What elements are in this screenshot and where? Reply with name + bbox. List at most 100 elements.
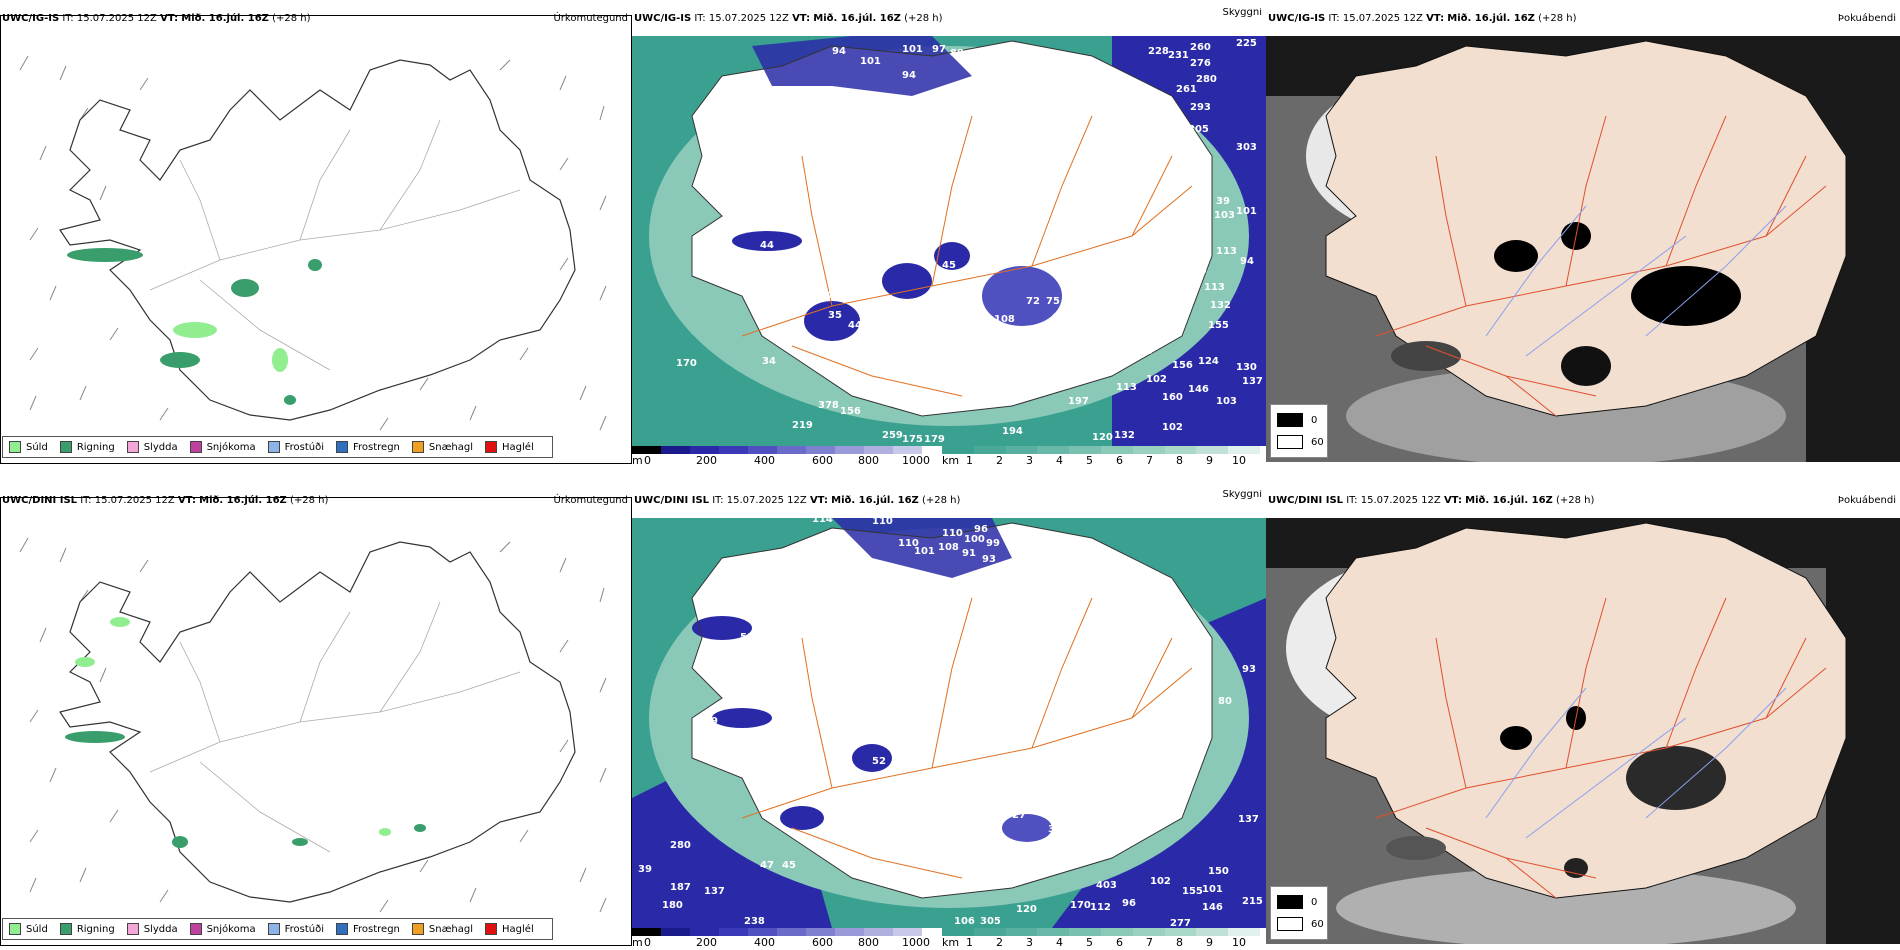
legend-swatch xyxy=(59,441,72,453)
scale-cell xyxy=(1164,928,1197,936)
vis-value: 179 xyxy=(924,434,945,445)
fog-legend-swatch xyxy=(1277,917,1303,931)
vis-value: 219 xyxy=(792,420,813,431)
scale-cell xyxy=(661,446,690,454)
legend-label: Súld xyxy=(26,923,48,935)
scale-cell xyxy=(632,446,661,454)
iceland-outline xyxy=(59,59,576,421)
model-name: UWC/DINI ISL xyxy=(2,495,78,506)
valid-time: Mið. 16.júl. 16Z xyxy=(181,13,269,24)
vis-value: 93 xyxy=(1242,664,1256,675)
lead-time: (+28 h) xyxy=(1556,495,1595,506)
scale-tick: 0 xyxy=(644,936,651,946)
panel-header: UWC/DINI ISL IT: 15.07.2025 12Z VT: Mið.… xyxy=(632,490,1266,512)
legend-item: Snæhagl xyxy=(411,923,473,935)
scale-cell xyxy=(806,928,835,936)
vis-value: 112 xyxy=(1090,902,1111,913)
vis-value: 103 xyxy=(1214,210,1235,221)
legend-swatch xyxy=(126,923,139,935)
scale-tick: 600 xyxy=(812,454,833,464)
panel-title: Úrkomutegund xyxy=(553,13,628,24)
vis-value: 225 xyxy=(1236,38,1257,49)
vis-value: 37 xyxy=(1048,824,1062,835)
scale-unit: m xyxy=(632,454,643,464)
precip-map xyxy=(19,537,607,913)
scale-tick: 800 xyxy=(858,454,879,464)
scale-cell xyxy=(1037,928,1070,936)
scale-cell xyxy=(864,446,893,454)
init-time: 15.07.2025 12Z xyxy=(1360,495,1441,506)
legend-item: Snjókoma xyxy=(189,441,256,453)
scale-cell xyxy=(690,928,719,936)
vis-value: 91 xyxy=(962,548,976,559)
fog-legend-swatch xyxy=(1277,895,1303,909)
vis-value: 110 xyxy=(942,528,963,539)
scale-cell xyxy=(806,446,835,454)
vis-value: 305 xyxy=(980,916,1001,927)
vis-value: 280 xyxy=(670,840,691,851)
lead-time: (+28 h) xyxy=(272,13,311,24)
init-prefix: IT: xyxy=(694,13,706,24)
legend-item: Frostúði xyxy=(267,923,324,935)
legend-swatch xyxy=(9,923,21,935)
fog-legend-swatch xyxy=(1277,413,1303,427)
fog-legend-label: 60 xyxy=(1311,436,1324,448)
model-name: UWC/DINI ISL xyxy=(634,495,710,506)
panel-title: Skyggni xyxy=(1222,490,1262,500)
legend-item: Frostregn xyxy=(336,923,400,935)
vis-value: 113 xyxy=(1216,246,1237,257)
legend-label: Rigning xyxy=(76,923,115,935)
legend-item: Snjókoma xyxy=(189,923,256,935)
panel-title: Skyggni xyxy=(1222,8,1262,18)
valid-time: Mið. 16.júl. 16Z xyxy=(813,13,901,24)
vis-value: 137 xyxy=(704,886,725,897)
scale-cell xyxy=(942,928,974,936)
vis-value: 101 xyxy=(914,546,935,557)
legend-label: Haglél xyxy=(502,923,534,935)
panel-header: UWC/DINI ISL IT: 15.07.2025 12Z VT: Mið.… xyxy=(1266,490,1900,512)
vis-value: 89 xyxy=(950,48,964,59)
visibility-scale-km: km 1 2 3 4 5 6 7 8 9 10 xyxy=(942,446,1266,464)
vis-value: 93 xyxy=(982,554,996,565)
vis-value: 109 xyxy=(1186,266,1207,277)
legend-swatch xyxy=(267,441,280,453)
vis-value: 39 xyxy=(1216,196,1230,207)
scale-tick: 8 xyxy=(1176,454,1183,464)
vis-value: 194 xyxy=(1002,426,1023,437)
scale-cell xyxy=(748,446,777,454)
vis-value: 320 xyxy=(1132,346,1153,357)
scale-unit: km xyxy=(942,936,960,946)
scale-cell xyxy=(864,928,893,936)
valid-prefix: VT: xyxy=(809,495,828,506)
vis-value: 130 xyxy=(1236,362,1257,373)
vis-value: 137 xyxy=(1238,814,1259,825)
vis-value: 44 xyxy=(760,240,774,251)
vis-value: 100 xyxy=(964,534,985,545)
visibility-map: 94 101 101 97 89 94 114 228 231 260 225 … xyxy=(632,36,1266,446)
vis-value: 102 xyxy=(1162,422,1183,433)
scale-cell xyxy=(777,446,806,454)
scale-tick: 10 xyxy=(1232,454,1246,464)
scale-tick: 2 xyxy=(996,454,1003,464)
scale-tick: 0 xyxy=(644,454,651,464)
scale-tick: 3 xyxy=(1026,454,1033,464)
precip-type-legend: Súld Rigning Slydda Snjókoma Frostúði Fr… xyxy=(2,436,553,458)
scale-cell xyxy=(893,928,922,936)
precip-type-legend: Súld Rigning Slydda Snjókoma Frostúði Fr… xyxy=(2,918,553,940)
vis-value: 94 xyxy=(902,70,916,81)
vis-value: 133 xyxy=(1010,544,1031,555)
vis-value: 175 xyxy=(902,434,923,445)
vis-value: 155 xyxy=(1182,886,1203,897)
fog-legend-row: 60 xyxy=(1277,435,1324,449)
vis-value: 110 xyxy=(872,518,893,527)
scale-cell xyxy=(973,928,1006,936)
lead-time: (+28 h) xyxy=(922,495,961,506)
vis-value: 303 xyxy=(1236,142,1257,153)
scale-tick: 7 xyxy=(1146,454,1153,464)
vis-value: 124 xyxy=(1198,356,1219,367)
scale-cell xyxy=(1228,928,1260,936)
lead-time: (+28 h) xyxy=(290,495,329,506)
vis-value: 170 xyxy=(676,358,697,369)
fog-panel-bottom: UWC/DINI ISL IT: 15.07.2025 12Z VT: Mið.… xyxy=(1266,490,1900,946)
legend-item: Rigning xyxy=(59,923,115,935)
